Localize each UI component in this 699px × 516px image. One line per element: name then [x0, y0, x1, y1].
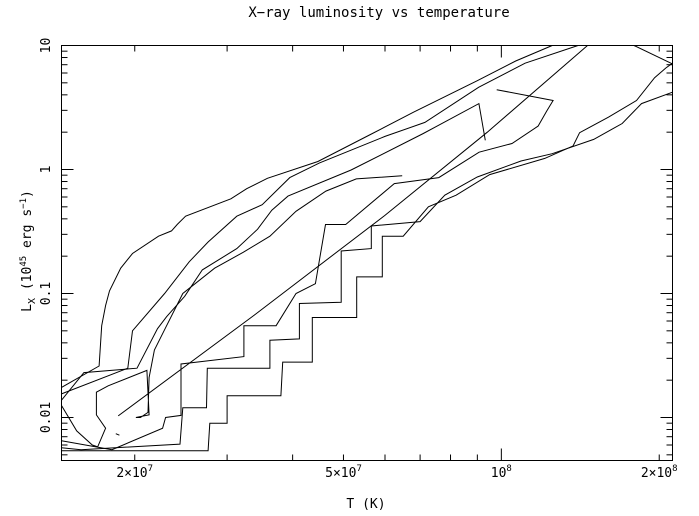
- y-tick-label: 1: [39, 166, 54, 174]
- contour-line-9: [633, 45, 673, 65]
- tick-label-layer: 0.01 0.1 1 10 2×107 5×107 108 2×108: [39, 38, 678, 481]
- plot-frame: [61, 45, 673, 461]
- contour-line-10: [115, 433, 120, 436]
- contour-line-2: [61, 45, 579, 395]
- contour-line-6: [61, 91, 673, 451]
- contour-line-7: [61, 62, 673, 452]
- x-tick-label: 2×108: [641, 464, 678, 481]
- x-tick-label: 108: [491, 464, 512, 481]
- y-tick-label: 0.1: [39, 282, 54, 305]
- chart-title: X−ray luminosity vs temperature: [248, 5, 509, 21]
- contour-line-3: [61, 102, 486, 401]
- contour-line-8: [117, 45, 588, 417]
- contour-line-4: [61, 175, 403, 448]
- x-axis-title: T (K): [346, 497, 385, 512]
- y-tick-label: 0.01: [39, 402, 54, 433]
- contour-line-1: [61, 45, 553, 388]
- tick-layer: [61, 45, 673, 461]
- x-tick-label: 2×107: [116, 464, 153, 481]
- contour-line-5: [61, 89, 554, 451]
- x-tick-label: 5×107: [325, 464, 362, 481]
- y-tick-label: 10: [39, 38, 54, 54]
- y-axis-title: LX (1045 erg s−1): [19, 190, 38, 312]
- series-layer: [61, 45, 673, 452]
